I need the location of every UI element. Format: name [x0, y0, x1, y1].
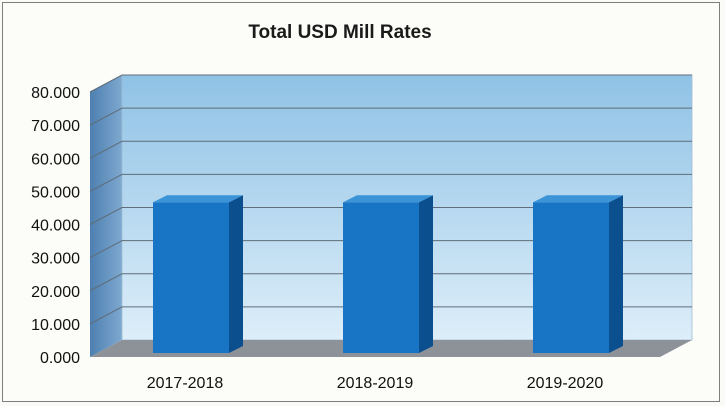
- y-tick-label: 10.000: [31, 317, 80, 334]
- gridline: [89, 107, 692, 126]
- gridlines: [89, 74, 692, 325]
- y-tick-label: 40.000: [31, 218, 80, 235]
- y-tick-label: 30.000: [31, 251, 80, 268]
- bar-side: [229, 195, 243, 353]
- x-tick-label: 2019-2020: [527, 375, 604, 392]
- x-axis-tick-labels: 2017-2018 2018-2019 2019-2020: [147, 375, 604, 392]
- y-axis-tick-labels: 0.000 10.000 20.000 30.000 40.000 50.000 60.00…: [31, 85, 80, 367]
- bars: [153, 195, 623, 353]
- gridline: [89, 207, 692, 225]
- bar-top: [153, 195, 243, 203]
- x-tick-label: 2017-2018: [147, 375, 224, 392]
- bar-front: [343, 202, 419, 353]
- bar-side: [419, 195, 433, 353]
- y-tick-label: 80.000: [31, 85, 80, 102]
- bar-top: [343, 195, 433, 203]
- gridline: [89, 173, 692, 192]
- gridline: [89, 273, 692, 292]
- gridline: [89, 140, 692, 159]
- y-tick-label: 60.000: [31, 151, 80, 168]
- bar: [153, 195, 243, 353]
- x-tick-label: 2018-2019: [337, 375, 414, 392]
- y-tick-label: 20.000: [31, 284, 80, 301]
- bar-front: [153, 202, 229, 353]
- gridline: [89, 240, 692, 259]
- y-tick-label: 70.000: [31, 118, 80, 135]
- chart-title: Total USD Mill Rates: [248, 22, 432, 43]
- y-tick-label: 0.000: [40, 350, 80, 367]
- bar-top: [533, 195, 623, 203]
- y-tick-label: 50.000: [31, 184, 80, 201]
- gridline: [89, 306, 692, 325]
- bar-side: [609, 195, 623, 353]
- bar: [343, 195, 433, 353]
- gridline: [89, 74, 692, 93]
- bar-front: [533, 202, 609, 353]
- bar: [533, 195, 623, 353]
